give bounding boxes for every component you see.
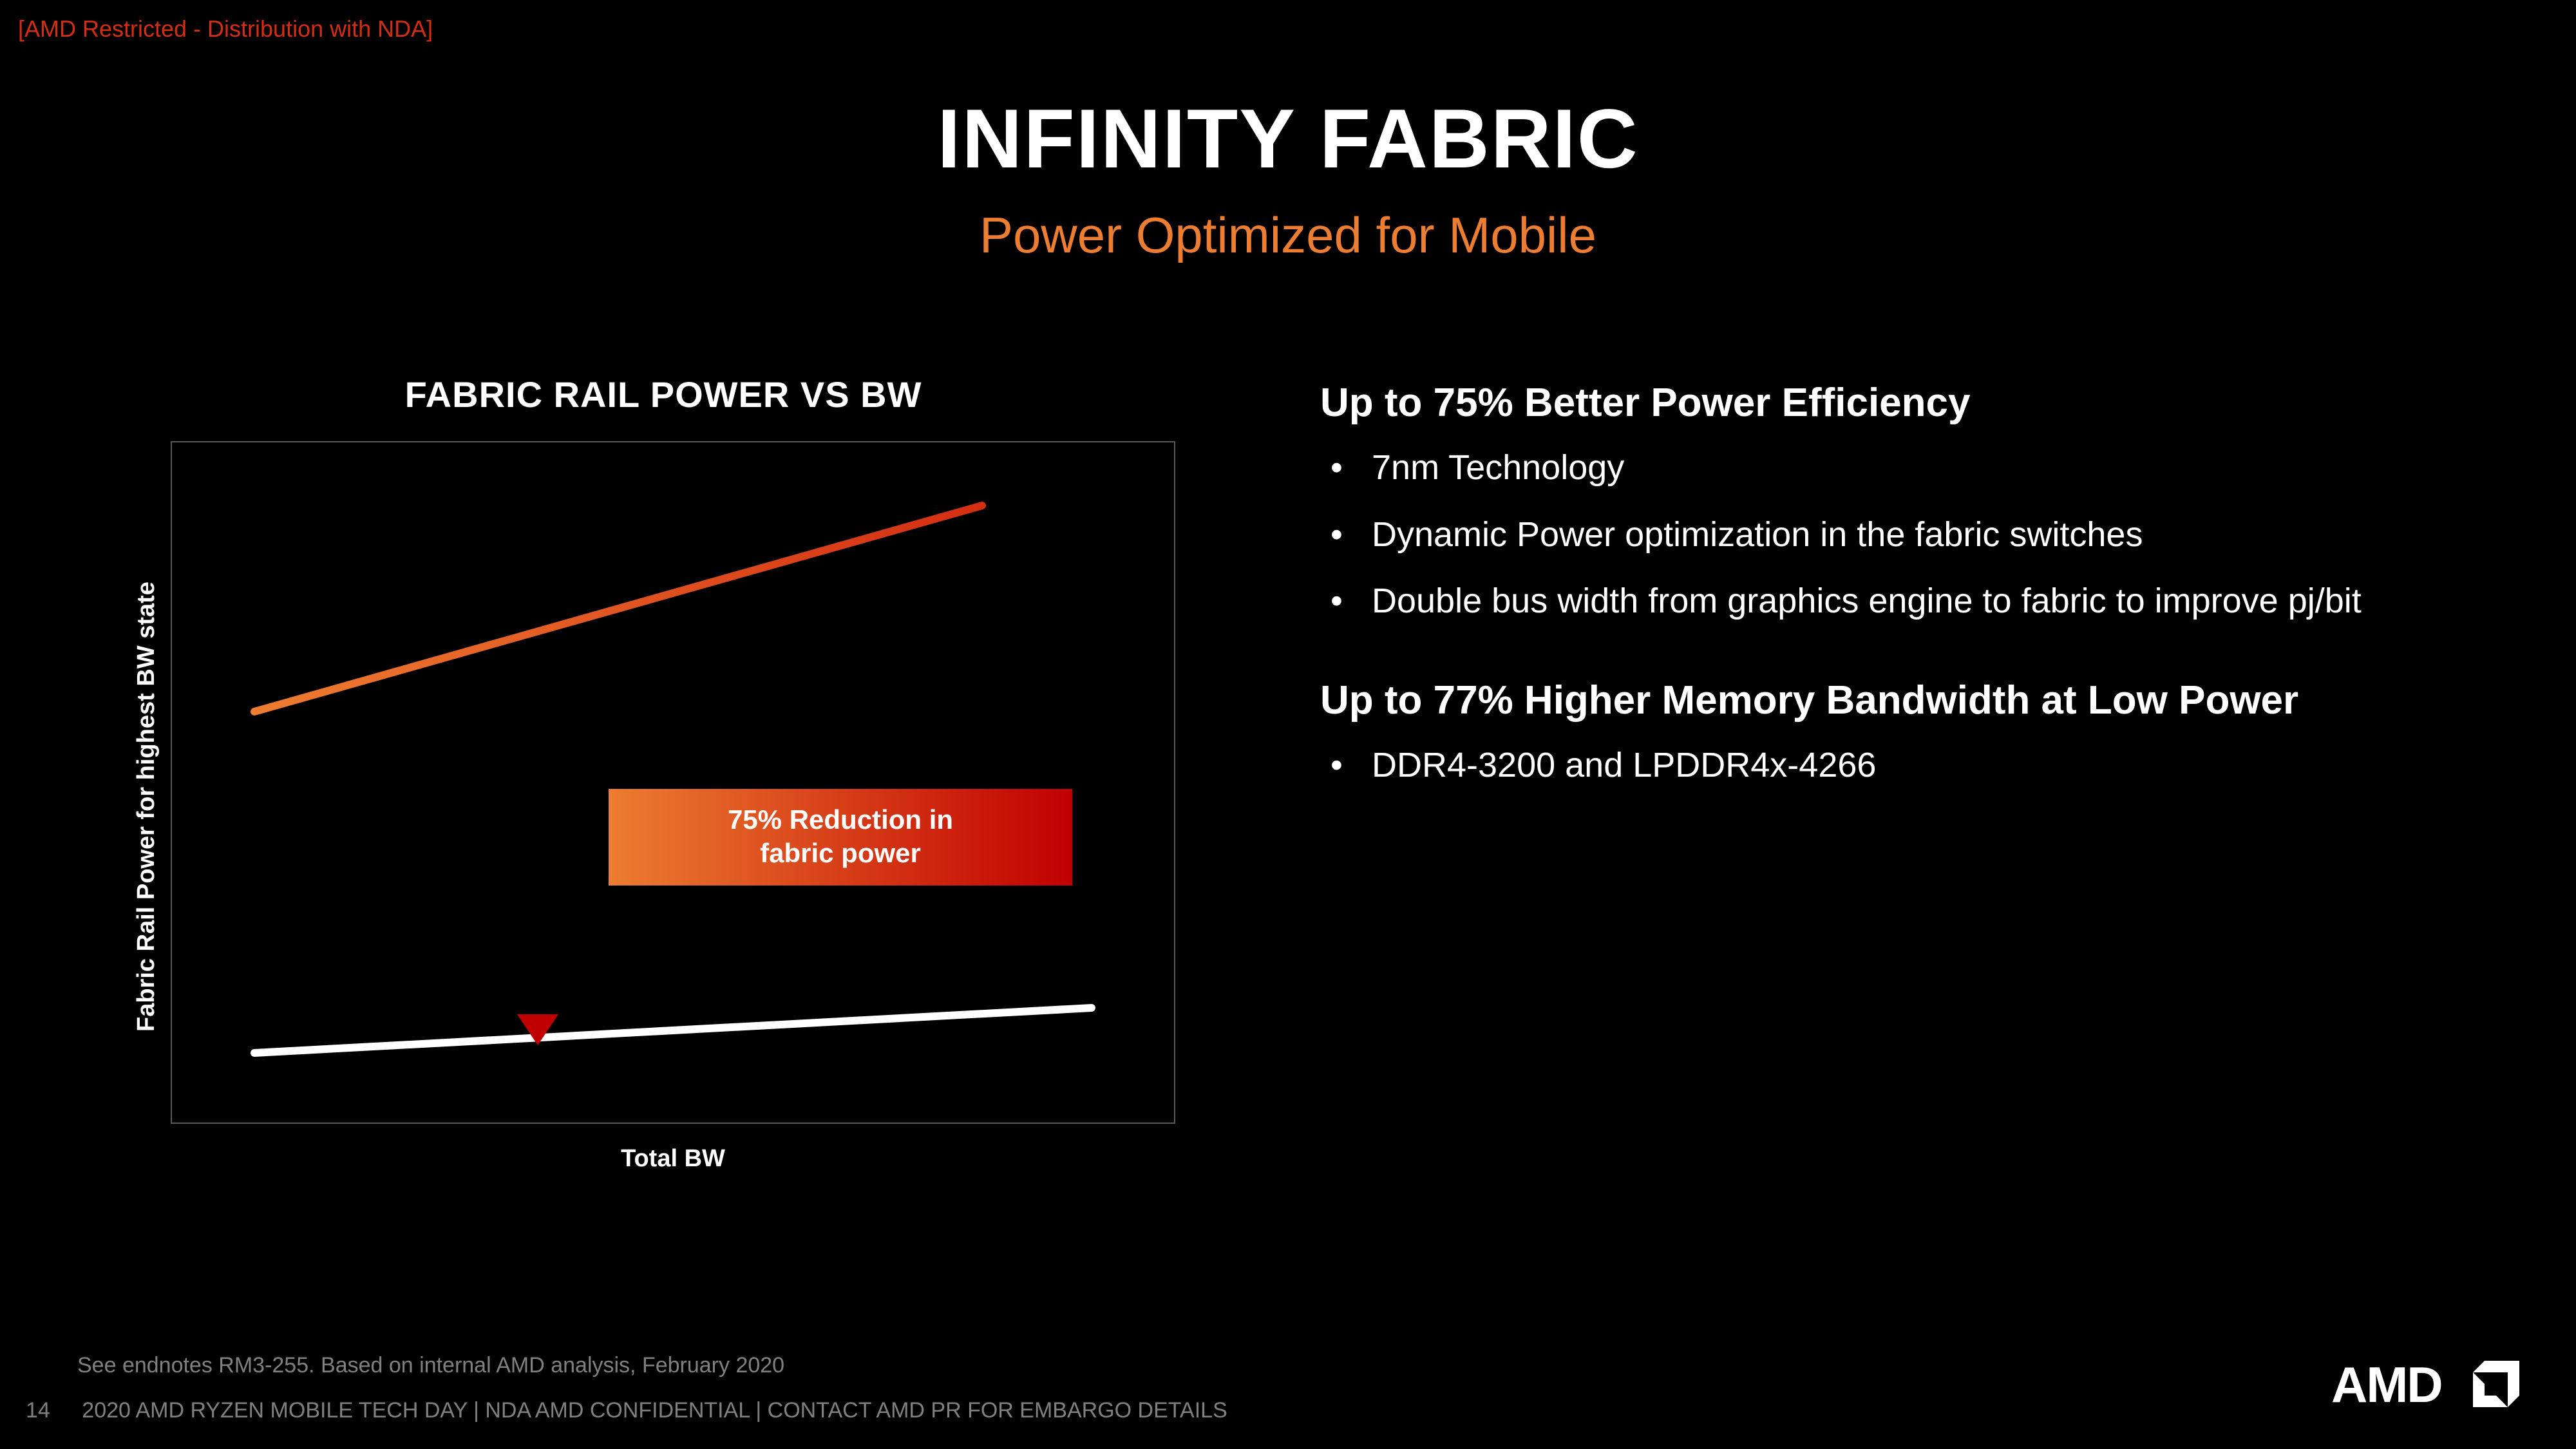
slide-subtitle: Power Optimized for Mobile: [0, 206, 2576, 265]
bullet-item: Dynamic Power optimization in the fabric…: [1320, 511, 2512, 560]
content-area: Up to 75% Better Power Efficiency 7nm Tec…: [1320, 380, 2512, 841]
footnote: See endnotes RM3-255. Based on internal …: [77, 1353, 784, 1378]
chart-title: FABRIC RAIL POWER VS BW: [122, 374, 1204, 415]
amd-logo: AMD: [2331, 1356, 2537, 1417]
bullet-item: 7nm Technology: [1320, 444, 2512, 493]
svg-text:AMD: AMD: [2331, 1356, 2442, 1413]
bullet-item: DDR4-3200 and LPDDR4x-4266: [1320, 741, 2512, 790]
chart-y-axis-label: Fabric Rail Power for highest BW state: [122, 441, 171, 1173]
chart-container: FABRIC RAIL POWER VS BW Fabric Rail Powe…: [122, 374, 1204, 1173]
chart-svg: 75% Reduction infabric power: [171, 441, 1175, 1124]
svg-text:75% Reduction in: 75% Reduction in: [728, 804, 953, 835]
chart-x-axis-label: Total BW: [171, 1145, 1175, 1173]
slide: [AMD Restricted - Distribution with NDA]…: [0, 0, 2576, 1449]
slide-title: INFINITY FABRIC: [0, 90, 2576, 187]
footer: 14 2020 AMD RYZEN MOBILE TECH DAY | NDA …: [26, 1398, 1227, 1423]
svg-text:fabric power: fabric power: [760, 838, 921, 868]
bullet-list: DDR4-3200 and LPDDR4x-4266: [1320, 741, 2512, 790]
bullet-item: Double bus width from graphics engine to…: [1320, 577, 2512, 626]
nda-header: [AMD Restricted - Distribution with NDA]: [18, 15, 433, 43]
section-heading: Up to 77% Higher Memory Bandwidth at Low…: [1320, 677, 2512, 723]
section-heading: Up to 75% Better Power Efficiency: [1320, 380, 2512, 426]
chart-plot-area: 75% Reduction infabric power Total BW: [171, 441, 1175, 1173]
page-number: 14: [26, 1398, 50, 1423]
bullet-list: 7nm Technology Dynamic Power optimization…: [1320, 444, 2512, 626]
footer-text: 2020 AMD RYZEN MOBILE TECH DAY | NDA AMD…: [82, 1398, 1227, 1423]
